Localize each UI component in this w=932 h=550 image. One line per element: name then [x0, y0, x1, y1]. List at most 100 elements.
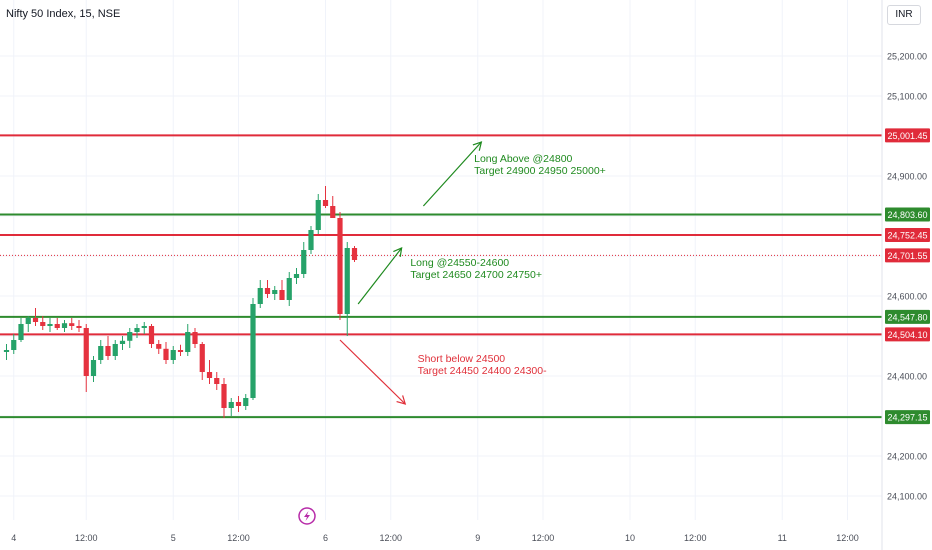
candle [235, 396, 242, 412]
candle-body [272, 290, 278, 294]
x-tick-label: 12:00 [379, 533, 402, 543]
candle [98, 340, 104, 364]
candle [286, 272, 292, 306]
x-tick-label: 12:00 [75, 533, 98, 543]
candle-body [119, 340, 126, 344]
candle [69, 318, 75, 330]
candle-body [264, 288, 271, 294]
candle-body [69, 323, 75, 326]
x-tick-label: 4 [11, 533, 16, 543]
price-axis[interactable]: 24,100.00 24,200.00 24,400.00 24,600.00 24,9… [885, 52, 930, 502]
candle [250, 298, 256, 400]
x-tick-label: 12:00 [684, 533, 707, 543]
annotation-arrow [357, 247, 403, 305]
annotation-arrowhead [472, 141, 483, 151]
candle-body [351, 248, 358, 260]
annotation-text: Target 24900 24950 25000+ [474, 165, 606, 177]
candle [272, 286, 278, 300]
annotation-arrow [339, 339, 406, 405]
candle-body [243, 398, 249, 406]
x-tick-label: 10 [625, 533, 635, 543]
annotation-arrowhead [396, 395, 407, 405]
y-tick-label: 25,100.00 [887, 92, 927, 102]
chart-grid [0, 0, 882, 520]
candle [163, 342, 169, 364]
candle [264, 280, 271, 298]
candle-body [199, 344, 205, 372]
annotation-arrow [422, 141, 482, 207]
candle [3, 344, 10, 360]
candle-body [148, 326, 155, 344]
candle-body [315, 200, 321, 230]
candle [90, 356, 97, 382]
y-tick-label: 24,600.00 [887, 292, 927, 302]
x-tick-label: 6 [323, 533, 328, 543]
candlesticks [3, 186, 358, 418]
currency-button[interactable]: INR [887, 5, 921, 25]
chart-title: Nifty 50 Index, 15, NSE [6, 8, 121, 20]
candle [156, 340, 162, 354]
candle-body [206, 372, 213, 378]
candle-body [163, 348, 169, 360]
candle [40, 316, 46, 330]
lightning-icon[interactable] [298, 507, 316, 525]
candle [228, 398, 234, 416]
x-tick-label: 12:00 [227, 533, 250, 543]
price-tag-bg [885, 128, 930, 143]
annotation-text: Target 24450 24400 24300- [418, 365, 548, 377]
price-tag-label: 24,297.15 [887, 413, 927, 423]
price-tag-label: 24,701.55 [887, 251, 927, 261]
candle-body [54, 324, 60, 328]
candle [279, 280, 285, 300]
y-tick-label: 24,200.00 [887, 452, 927, 462]
candle [351, 246, 358, 262]
x-tick-label: 5 [171, 533, 176, 543]
candle [344, 242, 350, 336]
candle-body [127, 332, 133, 341]
candle-body [156, 344, 162, 349]
candle-body [3, 350, 10, 352]
candle [18, 318, 24, 342]
candle-body [214, 378, 220, 384]
y-tick-label: 24,400.00 [887, 372, 927, 382]
price-tag-bg [885, 248, 930, 263]
candle-body [76, 326, 82, 328]
candle [221, 378, 227, 418]
candle-body [279, 290, 285, 300]
candle [170, 346, 176, 364]
candle [337, 212, 343, 320]
price-tag: 24,504.10 [885, 327, 930, 342]
y-tick-label: 24,900.00 [887, 172, 927, 182]
price-tag: 24,297.15 [885, 410, 930, 425]
price-tag-bg [885, 410, 930, 425]
candle [177, 344, 184, 356]
y-tick-label: 24,100.00 [887, 492, 927, 502]
price-tag-bg [885, 207, 930, 222]
price-tag-bg [885, 327, 930, 342]
candle-body [11, 340, 17, 350]
candle [308, 226, 314, 254]
price-tag-label: 24,547.80 [887, 312, 927, 322]
candle [243, 394, 249, 410]
candle-body [112, 344, 118, 356]
candle-body [47, 324, 53, 326]
time-axis[interactable]: 4 12:00 5 12:00 6 12:00 9 12:00 10 12:00 11 12:00 [11, 533, 859, 543]
candle [105, 336, 111, 360]
candle-body [337, 218, 343, 314]
candle-body [257, 288, 263, 304]
annotation-text: Target 24650 24700 24750+ [410, 269, 542, 281]
price-tag-label: 24,752.45 [887, 231, 927, 241]
x-tick-label: 9 [475, 533, 480, 543]
candle-body [344, 248, 350, 314]
level-lines [0, 134, 882, 419]
candle [127, 328, 133, 348]
candle [257, 280, 263, 308]
price-tag-bg [885, 228, 930, 243]
candle [61, 320, 68, 332]
candle-body [250, 304, 256, 398]
candle [315, 194, 321, 234]
x-tick-label: 12:00 [532, 533, 555, 543]
